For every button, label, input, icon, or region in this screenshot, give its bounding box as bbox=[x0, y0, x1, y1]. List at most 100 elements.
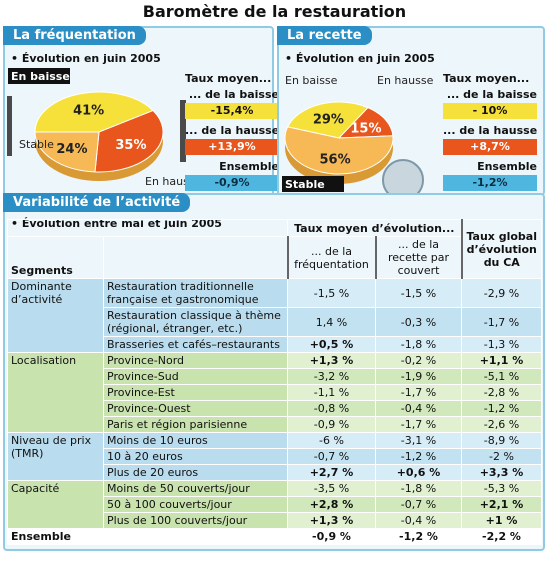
panel-tab: La recette bbox=[277, 26, 372, 45]
value-cell: -0,2 % bbox=[375, 352, 462, 369]
fork-icon bbox=[7, 96, 12, 156]
panel-subtitle: • Évolution en juin 2005 bbox=[285, 52, 435, 65]
row-label: Province-Sud bbox=[103, 368, 288, 385]
row-label: Moins de 50 couverts/jour bbox=[103, 480, 288, 497]
value-cell: +2,8 % bbox=[287, 496, 376, 513]
value-cell: -1,1 % bbox=[287, 384, 376, 401]
side-value: +13,9% bbox=[185, 139, 279, 155]
slice-label: 56% bbox=[320, 153, 351, 168]
coin-icon bbox=[382, 159, 424, 194]
header-cell: ... de la recette par couvert bbox=[374, 236, 462, 279]
pie-chart: 29% 15% 56% En baisse En hausse Stable bbox=[282, 74, 434, 194]
value-cell: -1,7 % bbox=[375, 384, 462, 401]
row-label: Plus de 100 couverts/jour bbox=[103, 512, 288, 529]
row-label: Province-Ouest bbox=[103, 400, 288, 417]
value-cell: -1,5 % bbox=[287, 278, 376, 308]
side-label: Ensemble bbox=[219, 160, 279, 173]
row-label: Paris et région parisienne bbox=[103, 416, 288, 433]
table-row: Plus de 100 couverts/jour +1,3 % -0,4 % +1 … bbox=[8, 512, 542, 529]
value-cell: -0,8 % bbox=[287, 400, 376, 417]
value-cell: -0,7 % bbox=[375, 496, 462, 513]
value-cell: -2,6 % bbox=[461, 416, 542, 433]
row-label: Brasseries et cafés–restaurants bbox=[103, 336, 288, 353]
side-value: - 10% bbox=[443, 103, 537, 119]
value-cell: -1,8 % bbox=[375, 336, 462, 353]
value-cell: +1,3 % bbox=[287, 512, 376, 529]
panel-tab: La fréquentation bbox=[3, 26, 146, 45]
value-cell: -1,7 % bbox=[461, 307, 542, 337]
value-cell: 1,4 % bbox=[287, 307, 376, 337]
value-cell: -2,9 % bbox=[461, 278, 542, 308]
row-label: Moins de 10 euros bbox=[103, 432, 288, 449]
value-cell: -1,2 % bbox=[461, 400, 542, 417]
pie-slice bbox=[286, 101, 369, 139]
table-row: Paris et région parisienne -0,9 % -1,7 % -2… bbox=[8, 416, 542, 433]
value-cell: -1,8 % bbox=[375, 480, 462, 497]
header-cell: ... de la fréquentation bbox=[286, 236, 376, 279]
value-cell: -1,2 % bbox=[375, 448, 462, 465]
table-row: Niveau de prix (TMR) Moins de 10 euros -6 … bbox=[7, 432, 542, 481]
value-cell: -3,1 % bbox=[375, 432, 462, 449]
value-cell: +0,6 % bbox=[375, 464, 462, 481]
pie-slice bbox=[34, 131, 100, 173]
table-row: Restauration classique à thème (régional… bbox=[8, 307, 542, 337]
category-label: En hausse bbox=[377, 74, 434, 87]
header-cell bbox=[7, 219, 288, 237]
table-row: Capacité Moins de 50 couverts/jour -3,5 % -… bbox=[7, 480, 542, 529]
side-label: ... de la baisse bbox=[446, 88, 537, 101]
header-cell bbox=[103, 236, 288, 279]
value-cell: -2,8 % bbox=[461, 384, 542, 401]
knife-icon bbox=[180, 100, 186, 162]
value-cell: +1,3 % bbox=[287, 352, 376, 369]
value-cell: -1,2 % bbox=[375, 528, 462, 545]
value-cell: +2,1 % bbox=[461, 496, 542, 513]
panel: Variabilité de l’activité • Évolution en… bbox=[3, 193, 545, 551]
slice-label: 24% bbox=[56, 142, 87, 157]
side-value: -15,4% bbox=[185, 103, 279, 119]
value-cell: +1,1 % bbox=[461, 352, 542, 369]
data-table: Taux moyen d’évolution... Taux global d’é… bbox=[7, 219, 542, 545]
value-cell: -2,2 % bbox=[461, 528, 542, 545]
value-cell: +1 % bbox=[461, 512, 542, 529]
segment-cell: Dominante d’activité bbox=[7, 278, 104, 353]
value-cell: -5,3 % bbox=[461, 480, 542, 497]
value-cell: +3,3 % bbox=[461, 464, 542, 481]
table-row: Province-Ouest -0,8 % -0,4 % -1,2 % bbox=[8, 400, 542, 417]
row-label: Province-Nord bbox=[103, 352, 288, 369]
pie-slice bbox=[284, 126, 394, 175]
panel-tab: Variabilité de l’activité bbox=[3, 193, 191, 212]
value-cell: -3,5 % bbox=[287, 480, 376, 497]
category-label: Stable bbox=[19, 138, 54, 151]
panel: 41% 35% 24% En baisse En hausse Stable La fré… bbox=[3, 26, 279, 196]
side-label: ... de la hausse bbox=[443, 124, 538, 137]
segment-cell: Capacité bbox=[7, 480, 104, 529]
slice-label: 29% bbox=[313, 112, 344, 127]
side-label: Ensemble bbox=[477, 160, 537, 173]
value-cell: -1,3 % bbox=[461, 336, 542, 353]
value-cell: -1,9 % bbox=[375, 368, 462, 385]
side-label: ... de la hausse bbox=[185, 124, 280, 137]
category-label: Stable bbox=[285, 178, 325, 191]
row-label: Restauration classique à thème (régional… bbox=[103, 307, 288, 337]
pie-slice bbox=[337, 107, 394, 139]
side-heading: Taux moyen... bbox=[185, 72, 272, 85]
table-row: Localisation Province-Nord +1,3 % -0,2 % +1,… bbox=[7, 352, 542, 433]
side-label: ... de la baisse bbox=[188, 88, 279, 101]
slice-label: 35% bbox=[115, 138, 146, 153]
row-label bbox=[103, 528, 288, 545]
value-cell: -0,4 % bbox=[375, 512, 462, 529]
value-cell: +0,5 % bbox=[287, 336, 376, 353]
table-row: Province-Sud -3,2 % -1,9 % -5,1 % bbox=[8, 368, 542, 385]
label-box bbox=[282, 176, 344, 192]
row-label: Plus de 20 euros bbox=[103, 464, 288, 481]
value-cell: -0,9 % bbox=[287, 416, 376, 433]
header-row: Segments ... de la fréquentation... de la… bbox=[7, 236, 542, 279]
slice-label: 41% bbox=[73, 104, 104, 119]
value-cell: -0,7 % bbox=[287, 448, 376, 465]
value-cell: -3,2 % bbox=[287, 368, 376, 385]
value-cell: +2,7 % bbox=[287, 464, 376, 481]
value-cell: -6 % bbox=[287, 432, 376, 449]
row-label: Restauration traditionnelle française et… bbox=[103, 278, 288, 308]
